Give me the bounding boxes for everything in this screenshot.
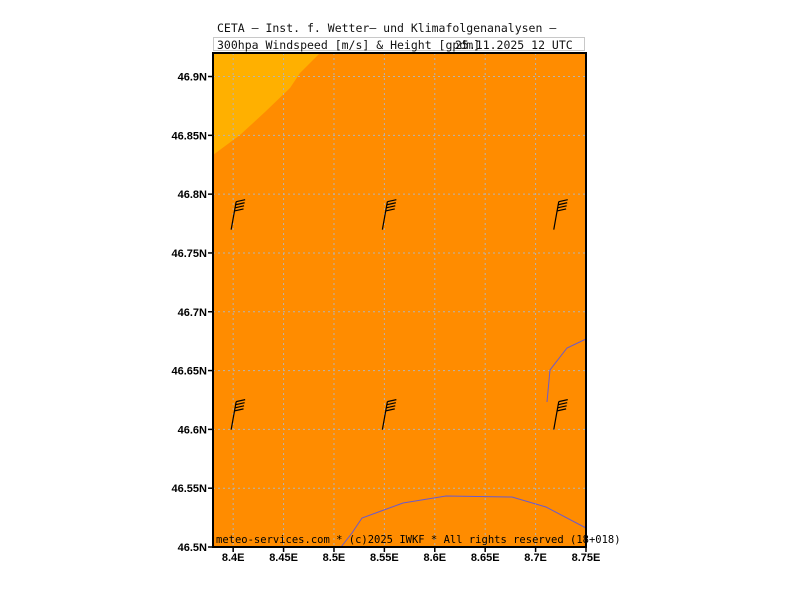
lon-tick-label: 8.55E bbox=[370, 552, 399, 564]
wind-barb bbox=[381, 399, 397, 430]
wind-barb bbox=[553, 399, 568, 430]
wind-barb bbox=[230, 399, 246, 430]
windspeed-high-area bbox=[213, 53, 320, 155]
lon-tick-label: 8.65E bbox=[471, 552, 500, 564]
lat-tick-label: 46.7N bbox=[178, 307, 207, 319]
wind-barb bbox=[230, 199, 246, 230]
wind-barb bbox=[553, 199, 568, 230]
lat-tick-label: 46.75N bbox=[172, 248, 208, 260]
lon-tick-label: 8.7E bbox=[524, 552, 547, 564]
map-valid-time: 25.11.2025 12 UTC bbox=[455, 38, 573, 52]
lat-tick-label: 46.5N bbox=[178, 542, 207, 554]
map-frame bbox=[212, 52, 587, 548]
wind-barb bbox=[381, 199, 397, 230]
lon-tick-label: 8.45E bbox=[269, 552, 298, 564]
latitude-axis: 46.9N 46.85N 46.8N 46.75N 46.7N 46.65N 46.6N 46… bbox=[172, 72, 213, 554]
lat-tick-label: 46.65N bbox=[172, 366, 208, 378]
country-border-lines bbox=[340, 338, 587, 548]
windspeed-field bbox=[213, 53, 586, 547]
copyright-footer: meteo-services.com * (c)2025 IWKF * All … bbox=[216, 534, 621, 546]
title-frame bbox=[213, 37, 585, 51]
map-title-line-2: 300hpa Windspeed [m/s] & Height [gpdm] bbox=[217, 38, 481, 52]
lat-tick-label: 46.9N bbox=[178, 72, 207, 84]
wind-barbs bbox=[230, 199, 568, 430]
lat-tick-label: 46.85N bbox=[172, 130, 208, 142]
lon-tick-label: 8.4E bbox=[222, 552, 245, 564]
lon-tick-label: 8.5E bbox=[323, 552, 346, 564]
lat-tick-label: 46.55N bbox=[172, 483, 208, 495]
map-plot-area bbox=[212, 52, 587, 548]
lat-tick-label: 46.6N bbox=[178, 424, 207, 436]
longitude-axis: 8.4E 8.45E 8.5E 8.55E 8.6E 8.65E 8.7E 8.75E bbox=[222, 547, 601, 564]
lat-tick-label: 46.8N bbox=[178, 189, 207, 201]
map-title-line-1: CETA – Inst. f. Wetter– und Klimafolgena… bbox=[217, 21, 557, 35]
lon-tick-label: 8.6E bbox=[423, 552, 446, 564]
grid-lines bbox=[213, 53, 586, 547]
lon-tick-label: 8.75E bbox=[572, 552, 601, 564]
